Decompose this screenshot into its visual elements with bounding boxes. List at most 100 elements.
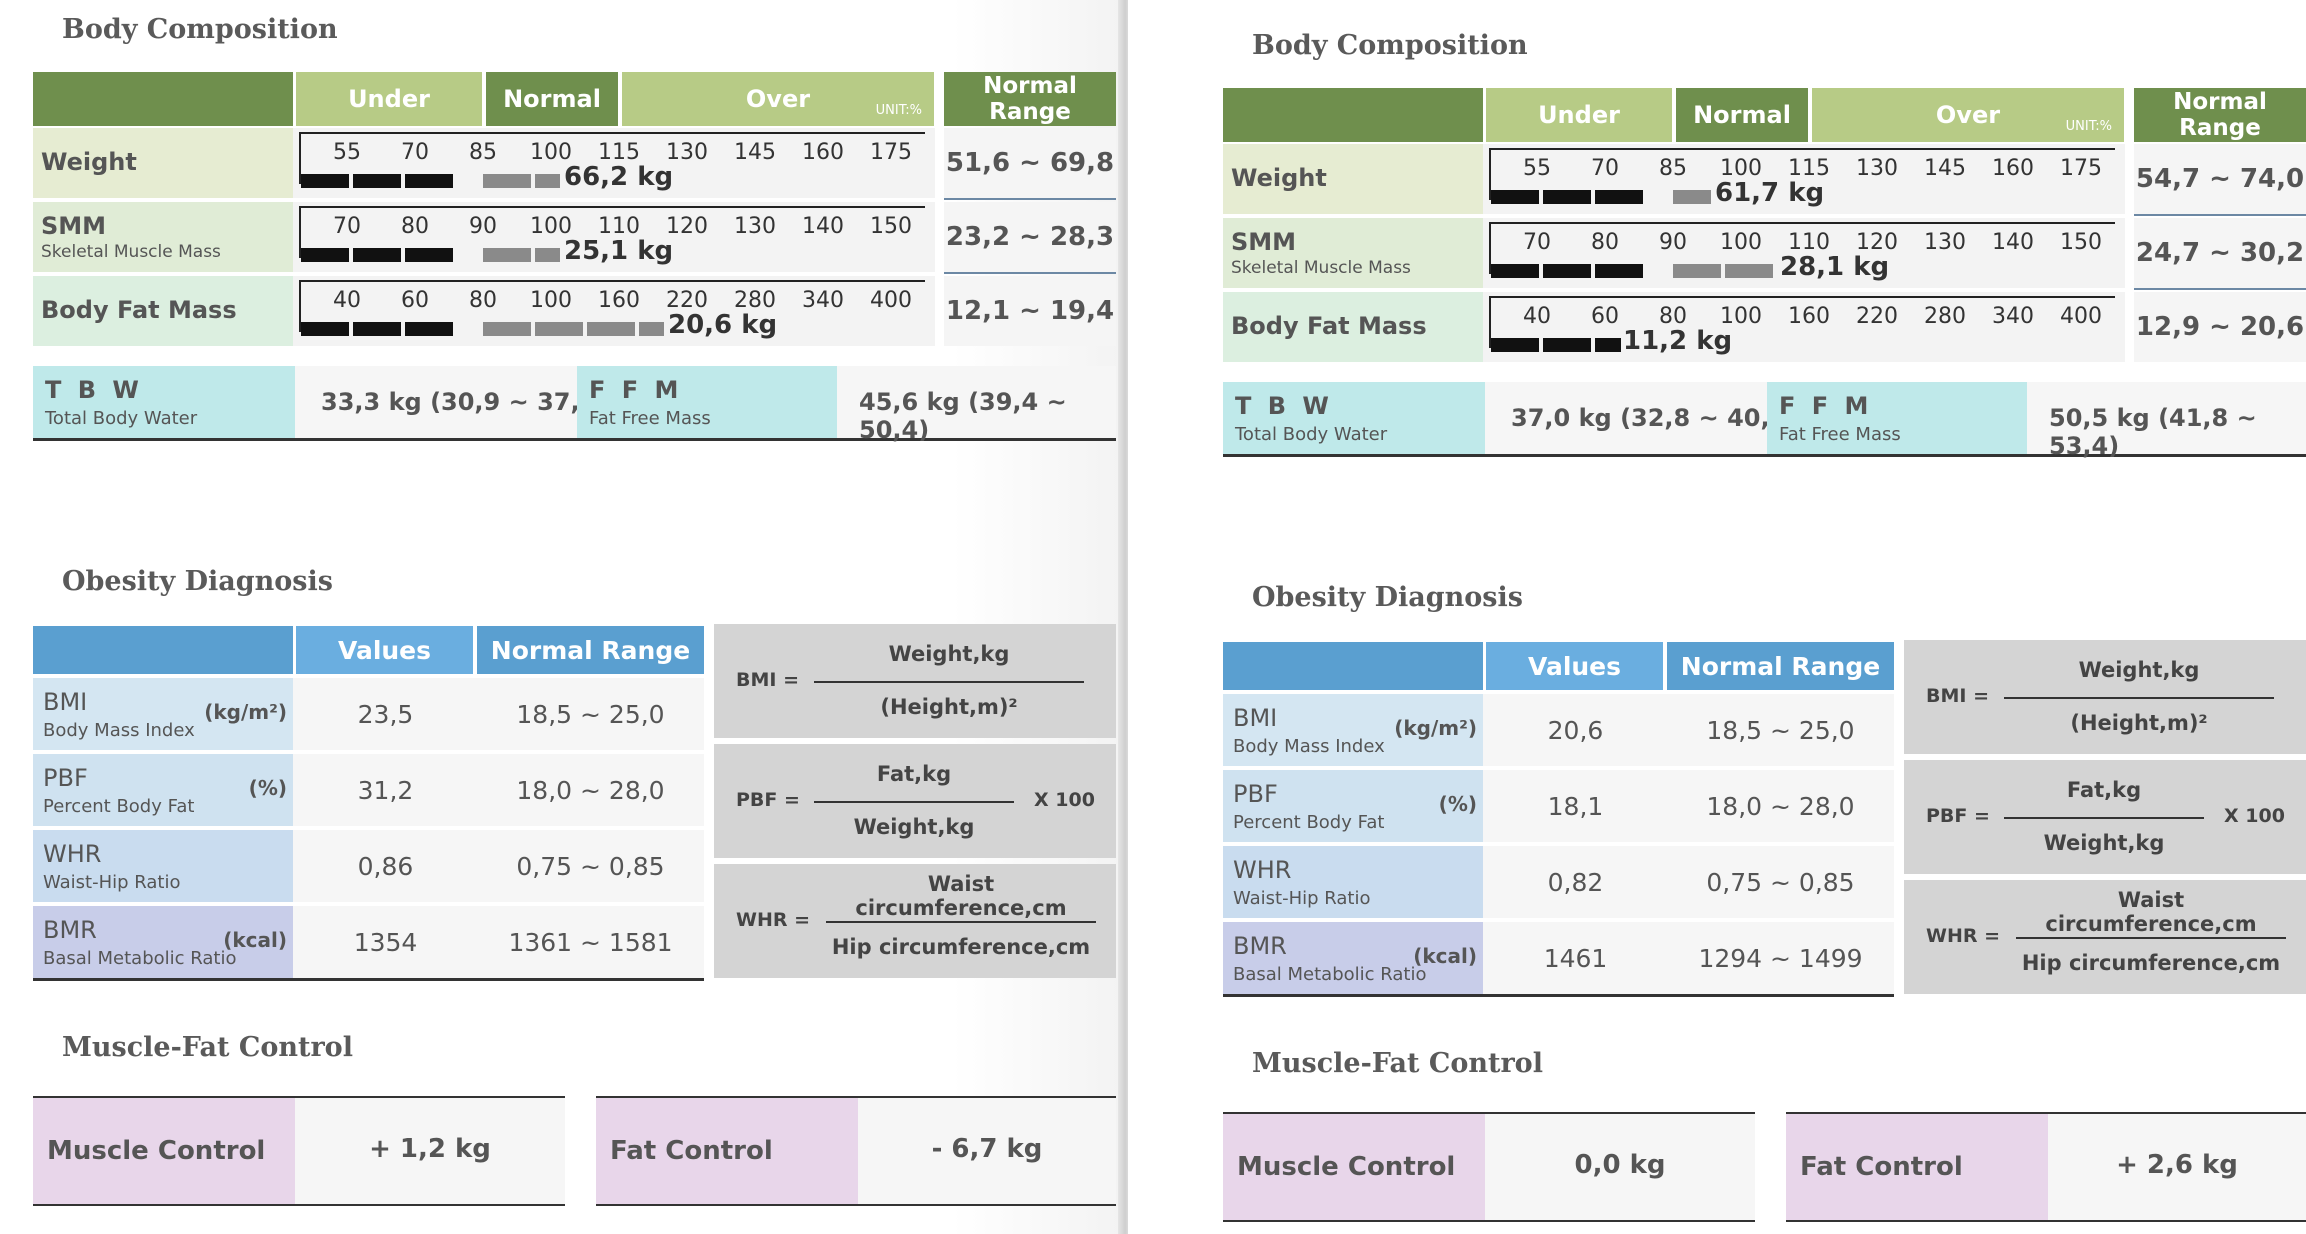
- formula-numerator: Fat,kg: [876, 762, 952, 786]
- bar-segment: [1725, 264, 1773, 278]
- header-normal-range-line1: Normal: [2173, 89, 2267, 115]
- bar-segment: [1673, 190, 1711, 204]
- obesity-sublabel: Basal Metabolic Ratio: [1233, 964, 1427, 985]
- body-composition-row: Body Fat Mass 40 60 80 100 160 220 280 340 400 11,…: [1223, 292, 2125, 362]
- ffm-sublabel: Fat Free Mass: [589, 408, 711, 429]
- tick-label: 160: [1992, 156, 2034, 181]
- bar-segment: [353, 322, 401, 336]
- obesity-label-cell: BMR Basal Metabolic Ratio (kcal): [1223, 922, 1483, 994]
- ffm-label: F F M: [1779, 392, 1873, 420]
- bar-ruler: 55 70 85 100 115 130 145 160 175 61,7 kg: [1489, 148, 2115, 208]
- ffm-value: 45,6 kg (39,4 ~ 50,4): [859, 388, 1067, 444]
- ruler-left-line: [299, 132, 301, 184]
- formula-suffix: X 100: [2224, 805, 2285, 827]
- bar-segment: [483, 174, 531, 188]
- tick-label: 140: [1992, 230, 2034, 255]
- fat-control-value: - 6,7 kg: [931, 1134, 1043, 1164]
- unit-label: UNIT:%: [875, 103, 922, 118]
- header-over-label: Over: [1935, 101, 2001, 129]
- bar-ruler: 70 80 90 100 110 120 130 140 150 28,1 kg: [1489, 222, 2115, 282]
- formula-numerator: Fat,kg: [2066, 778, 2142, 802]
- row-label: Body Fat Mass: [1231, 312, 1427, 340]
- tick-label: 100: [530, 214, 572, 239]
- fat-control-label: Fat Control: [596, 1098, 858, 1204]
- obesity-sublabel: Body Mass Index: [1233, 736, 1385, 757]
- bar-segment: [587, 322, 635, 336]
- header-normal-range: Normal Range: [944, 72, 1116, 126]
- tbw-label: T B W: [1235, 392, 1333, 420]
- formula-denominator: Hip circumference,cm: [2021, 951, 2281, 975]
- normal-range-value: 23,2 ~ 28,3: [944, 202, 1116, 274]
- tbw-label-cell: T B W Total Body Water: [33, 366, 295, 438]
- obesity-row: BMI Body Mass Index (kg/m²) 20,6 18,5 ~ 25,0: [1223, 694, 1894, 766]
- obesity-unit: (kg/m²): [204, 700, 287, 724]
- obesity-value: 0,86: [357, 852, 414, 881]
- tbw-value: 33,3 kg (30,9 ~ 37,8): [321, 388, 608, 416]
- bar-segment: [301, 322, 349, 336]
- obesity-label-cell: WHR Waist-Hip Ratio: [1223, 846, 1483, 918]
- tick-label: 110: [1788, 230, 1830, 255]
- fat-control-box: Fat Control + 2,6 kg: [1786, 1112, 2306, 1222]
- tick-label: 160: [802, 140, 844, 165]
- bar-segment: [405, 248, 453, 262]
- bar-segment: [1543, 338, 1591, 352]
- tick-label: 60: [401, 288, 429, 313]
- obesity-sublabel: Waist-Hip Ratio: [1233, 888, 1371, 909]
- formula-numerator: Waist circumference,cm: [855, 872, 1067, 920]
- bar-segment: [483, 248, 531, 262]
- muscle-control-value: 0,0 kg: [1574, 1150, 1666, 1180]
- formula-numerator: Weight,kg: [2078, 658, 2200, 682]
- bmi-formula-box: BMI = Weight,kg (Height,m)²: [714, 624, 1116, 738]
- bar-segment: [483, 322, 531, 336]
- obesity-sublabel: Waist-Hip Ratio: [43, 872, 181, 893]
- header-over-label: Over: [745, 85, 811, 113]
- obesity-label: BMI: [43, 688, 88, 716]
- tick-label: 145: [734, 140, 776, 165]
- tick-label: 120: [666, 214, 708, 239]
- formula-lhs: PBF =: [736, 789, 800, 811]
- obesity-header-values: Values: [296, 626, 473, 674]
- bar-value: 66,2 kg: [564, 162, 674, 192]
- tick-label: 115: [598, 140, 640, 165]
- bar-segment: [353, 174, 401, 188]
- ruler-left-line: [1489, 148, 1491, 200]
- bar-segment: [1595, 264, 1643, 278]
- tbw-label-cell: T B W Total Body Water: [1223, 382, 1485, 454]
- obesity-header-values: Values: [1486, 642, 1663, 690]
- ffm-label: F F M: [589, 376, 683, 404]
- tick-label: 150: [870, 214, 912, 239]
- tick-label: 80: [469, 288, 497, 313]
- header-blank: [1223, 88, 1483, 142]
- header-normal-range-line2: Range: [989, 99, 1071, 125]
- tick-label: 70: [1591, 156, 1619, 181]
- obesity-label: BMI: [1233, 704, 1278, 732]
- header-blank: [33, 72, 293, 126]
- obesity-label-cell: BMI Body Mass Index (kg/m²): [33, 678, 293, 750]
- obesity-row: BMI Body Mass Index (kg/m²) 23,5 18,5 ~ 25,0: [33, 678, 704, 750]
- bar-segment: [1673, 264, 1721, 278]
- bar-segment: [405, 174, 453, 188]
- header-under: Under: [296, 72, 482, 126]
- tick-label: 55: [1523, 156, 1551, 181]
- formula-denominator: Weight,kg: [853, 815, 975, 839]
- ruler-top-line: [1489, 296, 2115, 298]
- tick-label: 175: [2060, 156, 2102, 181]
- row-label: Body Fat Mass: [41, 296, 237, 324]
- formula-numerator: Waist circumference,cm: [2045, 888, 2257, 936]
- fat-control-label: Fat Control: [1786, 1114, 2048, 1220]
- formula-fraction-line: [814, 681, 1084, 683]
- obesity-unit: (%): [1438, 792, 1477, 816]
- obesity-normal-range: 18,5 ~ 25,0: [1706, 716, 1855, 745]
- obesity-value: 31,2: [357, 776, 414, 805]
- obesity-label: PBF: [43, 764, 88, 792]
- row-label-cell: SMM Skeletal Muscle Mass: [1223, 218, 1483, 288]
- tick-label: 55: [333, 140, 361, 165]
- row-label-cell: Weight: [1223, 144, 1483, 214]
- ruler-top-line: [299, 132, 925, 134]
- header-normal-range-line1: Normal: [983, 73, 1077, 99]
- tick-label: 160: [598, 288, 640, 313]
- tick-label: 400: [2060, 304, 2102, 329]
- tick-label: 130: [666, 140, 708, 165]
- obesity-label-cell: WHR Waist-Hip Ratio: [33, 830, 293, 902]
- obesity-normal-range: 18,0 ~ 28,0: [1706, 792, 1855, 821]
